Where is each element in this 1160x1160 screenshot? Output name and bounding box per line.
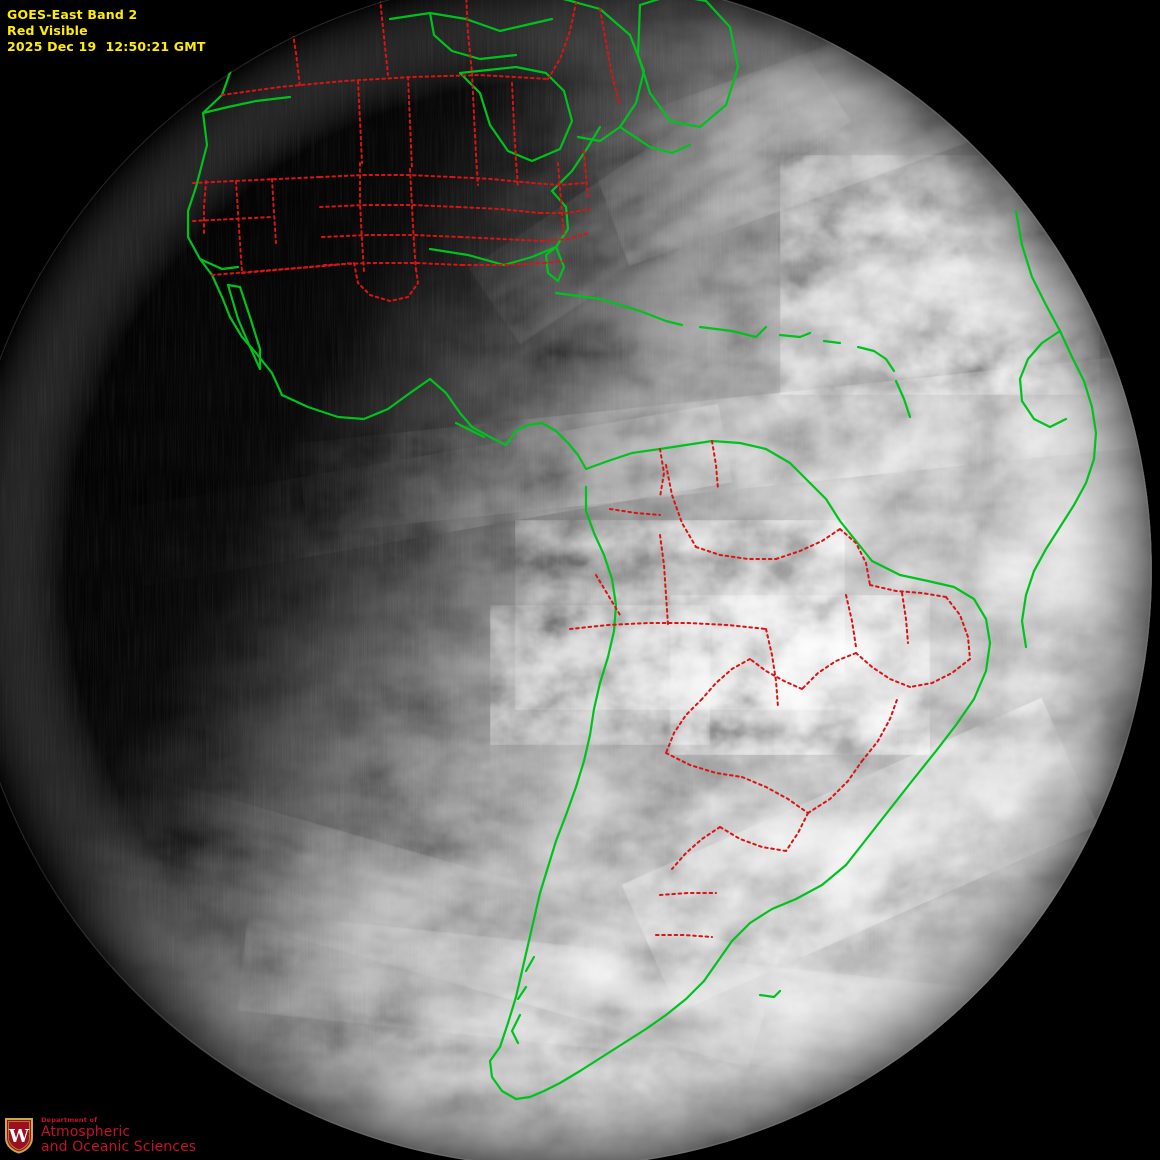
- channel-label: Red Visible: [7, 23, 88, 38]
- image-annotation-block: GOES-East Band 2 Red Visible 2025 Dec 19…: [7, 7, 206, 55]
- uw-crest-icon: W: [4, 1117, 34, 1154]
- timestamp-label: 2025 Dec 19 12:50:21 GMT: [7, 39, 206, 54]
- crest-shield-icon: W: [5, 1118, 33, 1154]
- logo-text-block: Department of Atmospheric and Oceanic Sc…: [41, 1117, 196, 1154]
- state-border-overlay: [192, 0, 971, 938]
- crest-letter: W: [8, 1126, 30, 1147]
- logo-title-line1: Atmospheric: [41, 1123, 131, 1140]
- uw-aos-logo: W Department of Atmospheric and Oceanic …: [4, 1117, 196, 1154]
- logo-title-line2: and Oceanic Sciences: [41, 1138, 197, 1155]
- logo-department-line: Department of: [41, 1116, 98, 1125]
- satellite-band-label: GOES-East Band 2: [7, 7, 138, 22]
